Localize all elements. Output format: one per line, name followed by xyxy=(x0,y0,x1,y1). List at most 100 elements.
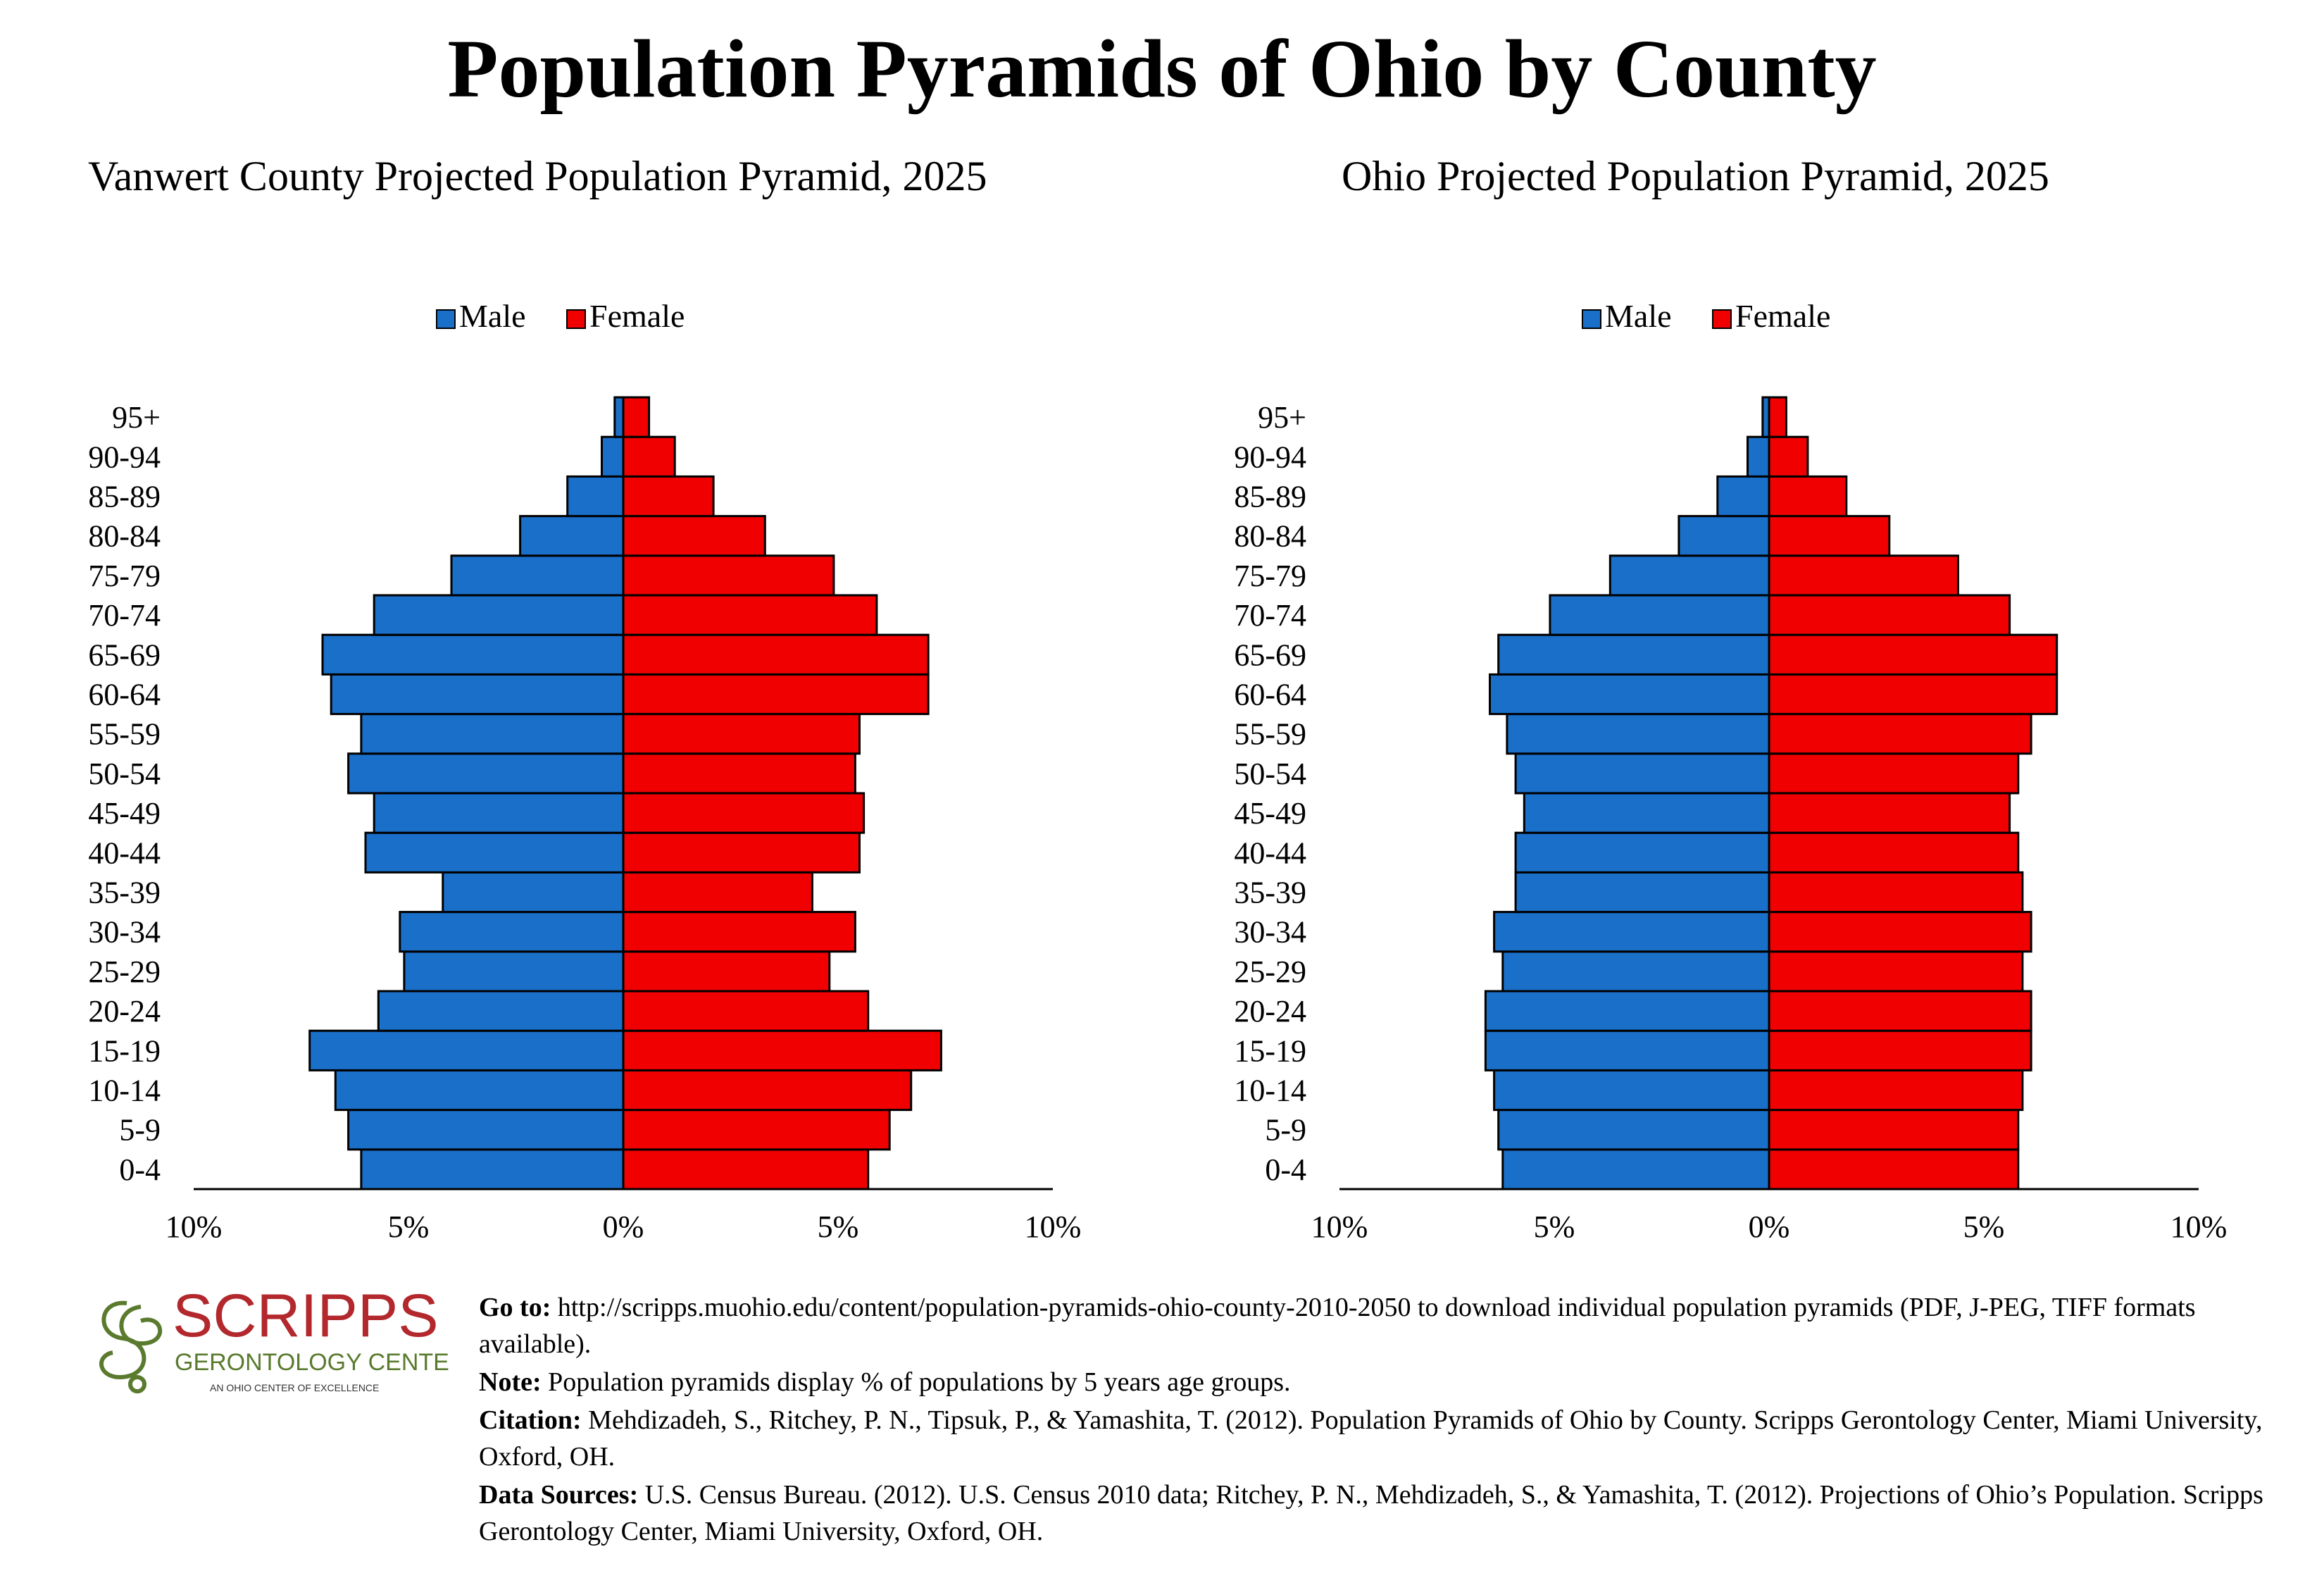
x-tick-label: 5% xyxy=(388,1210,430,1244)
x-tick-label: 5% xyxy=(1534,1210,1575,1244)
bar-female xyxy=(1768,792,2011,834)
footer-sources: Data Sources: U.S. Census Bureau. (2012)… xyxy=(479,1480,2263,1546)
age-group-label: 65-69 xyxy=(1234,638,1306,672)
bar-male xyxy=(566,475,625,518)
age-group-label: 60-64 xyxy=(88,678,161,712)
bar-male xyxy=(1501,1148,1770,1191)
age-group-label: 80-84 xyxy=(88,519,161,554)
bar-female xyxy=(1768,515,1891,557)
age-group-label: 0-4 xyxy=(119,1152,161,1187)
bar-female xyxy=(622,594,878,636)
bar-male xyxy=(601,435,625,478)
bar-female xyxy=(1768,752,2020,795)
bar-male xyxy=(1716,475,1770,518)
bar-female xyxy=(1768,713,2032,755)
age-group-label: 70-74 xyxy=(88,598,161,633)
bar-female xyxy=(622,713,861,755)
bar-female xyxy=(622,515,766,557)
bar-female xyxy=(622,1148,870,1191)
legend-male-swatch xyxy=(1582,309,1601,329)
bar-male xyxy=(1489,673,1770,716)
logo-name: SCRIPPS xyxy=(173,1282,439,1350)
age-group-label: 25-29 xyxy=(88,955,161,989)
legend-female-swatch xyxy=(1712,309,1732,329)
bar-female xyxy=(1768,475,1848,518)
bar-female xyxy=(622,673,930,716)
chart-title-left: Vanwert County Projected Population Pyra… xyxy=(88,153,987,199)
bar-male xyxy=(1678,515,1770,557)
bar-female xyxy=(622,990,870,1032)
scripps-logo: SCRIPPS GERONTOLOGY CENTER AN OHIO CENTE… xyxy=(99,1282,451,1393)
bar-male xyxy=(373,594,625,636)
bar-male xyxy=(334,1069,625,1112)
pyramid-charts: 0-4 5-9 10-14 15-19 20-24 25-29 30-34 35-39 40-4… xyxy=(88,298,2228,1244)
footer-citation: Citation: Mehdizadeh, S., Ritchey, P. N.… xyxy=(479,1405,2263,1472)
x-tick-label: 5% xyxy=(818,1210,859,1244)
age-group-label: 65-69 xyxy=(88,638,161,672)
age-group-label: 40-44 xyxy=(1234,835,1306,870)
bar-male xyxy=(1493,911,1770,953)
bar-female xyxy=(622,871,813,914)
legend-male-label: Male xyxy=(1605,298,1672,334)
bar-male xyxy=(1497,633,1770,676)
age-group-label: 80-84 xyxy=(1234,519,1306,554)
bar-female xyxy=(622,1029,942,1071)
age-group-label: 60-64 xyxy=(1234,678,1306,712)
age-group-label: 20-24 xyxy=(88,994,161,1028)
bar-female xyxy=(622,1069,913,1112)
bar-male xyxy=(377,990,625,1032)
x-tick-label: 10% xyxy=(1025,1210,1082,1244)
bar-male xyxy=(373,792,625,834)
x-tick-label: 0% xyxy=(603,1210,644,1244)
logo-subtitle: GERONTOLOGY CENTER xyxy=(175,1349,451,1376)
legend-female-label: Female xyxy=(589,298,685,334)
bar-male xyxy=(321,633,625,676)
legend-female-swatch xyxy=(566,309,586,329)
age-group-label: 85-89 xyxy=(1234,480,1306,514)
bar-female xyxy=(1768,594,2011,636)
bar-male xyxy=(360,713,625,755)
age-group-label: 25-29 xyxy=(1234,955,1306,989)
bar-male xyxy=(1608,554,1770,597)
bar-male xyxy=(1501,950,1770,993)
bar-female xyxy=(622,435,676,478)
bar-female xyxy=(1768,871,2024,914)
footer-notes: Go to: http://scripps.muohio.edu/content… xyxy=(479,1289,2310,1551)
legend-female-label: Female xyxy=(1735,298,1830,334)
bar-male xyxy=(613,396,625,438)
bar-female xyxy=(1768,1109,2020,1151)
bar-female xyxy=(622,831,861,874)
bar-male xyxy=(403,950,625,993)
bar-female xyxy=(622,752,856,795)
age-group-label: 95+ xyxy=(1258,400,1306,435)
age-group-label: 15-19 xyxy=(1234,1033,1306,1068)
bar-male xyxy=(1523,792,1770,834)
age-group-label: 15-19 xyxy=(88,1033,161,1068)
x-tick-label: 10% xyxy=(165,1210,223,1244)
logo-tagline: AN OHIO CENTER OF EXCELLENCE xyxy=(210,1382,379,1393)
bar-male xyxy=(360,1148,625,1191)
age-group-label: 55-59 xyxy=(88,717,161,752)
bar-female xyxy=(622,1109,891,1151)
bar-male xyxy=(1484,990,1770,1032)
bar-female xyxy=(1768,396,1787,438)
bar-female xyxy=(1768,1029,2032,1071)
bar-male xyxy=(1514,831,1770,874)
bar-male xyxy=(1514,752,1770,795)
bar-male xyxy=(347,752,625,795)
bar-male xyxy=(1514,871,1770,914)
bar-male xyxy=(330,673,625,716)
age-group-label: 45-49 xyxy=(1234,796,1306,831)
x-tick-label: 10% xyxy=(2170,1210,2228,1244)
page-title: Population Pyramids of Ohio by County xyxy=(447,23,1877,115)
age-group-label: 40-44 xyxy=(88,835,161,870)
logo-swirl-icon xyxy=(99,1300,163,1393)
bar-female xyxy=(1768,633,2059,676)
bar-male xyxy=(1493,1069,1770,1112)
age-group-label: 35-39 xyxy=(1234,876,1306,910)
bar-female xyxy=(1768,1148,2020,1191)
bar-male xyxy=(347,1109,625,1151)
bar-female xyxy=(1768,911,2032,953)
bar-female xyxy=(1768,950,2024,993)
age-group-label: 10-14 xyxy=(88,1074,161,1108)
